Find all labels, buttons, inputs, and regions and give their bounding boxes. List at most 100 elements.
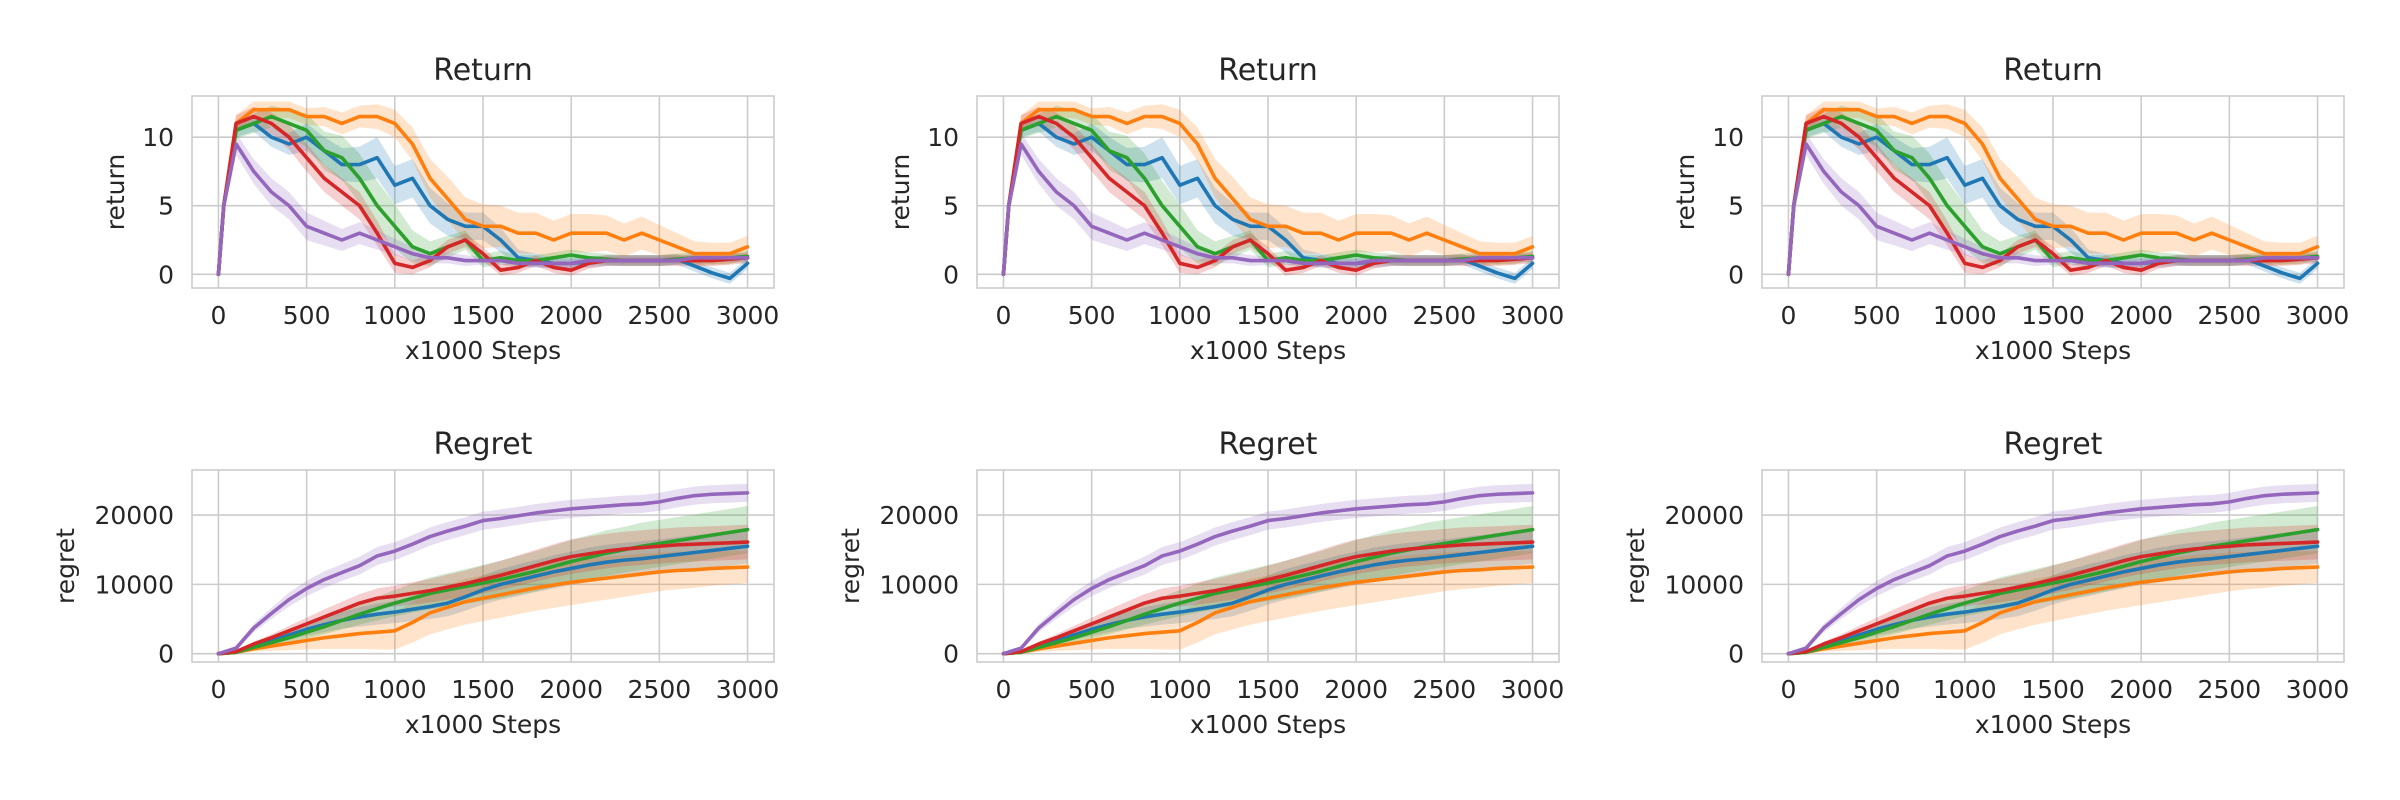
- series-4-line: [216, 491, 750, 656]
- y-axis-label: return: [886, 154, 915, 230]
- x-tick-label: 0: [1781, 301, 1797, 330]
- x-tick-label: 0: [211, 301, 227, 330]
- x-tick-label: 3000: [716, 301, 780, 330]
- x-axis-label: x1000 Steps: [1975, 710, 2131, 739]
- series-4-line: [1001, 491, 1535, 656]
- subplot-top-right: 0 500 1000 1500 2000 2500 3000 0 5 10 Return x1000 …: [1671, 53, 2349, 365]
- series-2-line: [1786, 527, 2320, 656]
- x-tick-label: 2500: [1413, 675, 1477, 704]
- x-tick-label: 1500: [451, 301, 515, 330]
- y-tick-label: 0: [158, 260, 174, 289]
- x-tick-label: 0: [996, 301, 1012, 330]
- subplot-bottom-right: 0 500 1000 1500 2000 2500 3000 0 10000 20000 Regre…: [1621, 427, 2349, 739]
- series-0-line: [216, 544, 750, 656]
- y-axis-label: return: [101, 154, 130, 230]
- y-tick-label: 20000: [879, 501, 959, 530]
- x-axis-label: x1000 Steps: [1190, 710, 1346, 739]
- x-tick-label: 2500: [1413, 301, 1477, 330]
- x-tick-label: 3000: [2286, 301, 2350, 330]
- y-tick-label: 0: [158, 640, 174, 669]
- x-tick-label: 2000: [539, 675, 603, 704]
- series-1-line: [1001, 565, 1535, 656]
- subplot-title: Regret: [434, 427, 533, 462]
- series-1-line: [1786, 565, 2320, 656]
- x-tick-label: 500: [1853, 675, 1901, 704]
- x-tick-label: 1000: [1933, 675, 1997, 704]
- x-tick-label: 2500: [628, 675, 692, 704]
- subplot-title: Return: [433, 53, 533, 88]
- y-tick-label: 10000: [879, 570, 959, 599]
- series-2-confidence-band: [1003, 105, 1533, 275]
- series-4-line: [216, 142, 750, 277]
- series-4-confidence-band: [218, 133, 748, 275]
- series-1-line: [216, 565, 750, 656]
- subplot-title: Regret: [2004, 427, 2103, 462]
- x-axis-label: x1000 Steps: [405, 336, 561, 365]
- series-4-confidence-band: [1788, 483, 2318, 654]
- x-tick-label: 1000: [1933, 301, 1997, 330]
- subplot-title: Return: [1218, 53, 1318, 88]
- series-1-confidence-band: [1788, 101, 2318, 275]
- x-tick-label: 1500: [2021, 675, 2085, 704]
- x-axis-label: x1000 Steps: [405, 710, 561, 739]
- plot-frame: [976, 469, 1560, 663]
- x-axis-label: x1000 Steps: [1190, 336, 1346, 365]
- series-1-line: [1001, 107, 1535, 277]
- y-tick-label: 10: [142, 123, 174, 152]
- series-4-confidence-band: [1003, 133, 1533, 275]
- series-2-confidence-band: [218, 105, 748, 275]
- y-axis-label: regret: [836, 528, 865, 604]
- y-tick-label: 0: [1728, 640, 1744, 669]
- plot-area: [216, 101, 750, 284]
- x-tick-label: 0: [211, 675, 227, 704]
- x-tick-label: 500: [283, 675, 331, 704]
- series-0-confidence-band: [1003, 115, 1533, 284]
- series-1-confidence-band: [1003, 101, 1533, 275]
- series-0-confidence-band: [1788, 115, 2318, 284]
- y-tick-label: 20000: [94, 501, 174, 530]
- x-tick-label: 2500: [2198, 301, 2262, 330]
- plot-area: [1786, 101, 2320, 284]
- series-4-confidence-band: [1788, 133, 2318, 275]
- x-tick-label: 1000: [363, 301, 427, 330]
- x-axis-label: x1000 Steps: [1975, 336, 2131, 365]
- y-tick-label: 10: [927, 123, 959, 152]
- plot-frame: [1761, 469, 2345, 663]
- subplot-bottom-left: 0 500 1000 1500 2000 2500 3000 0 10000 20000 Regre…: [51, 427, 779, 739]
- series-4-line: [1786, 491, 2320, 656]
- x-tick-label: 500: [1068, 675, 1116, 704]
- x-tick-label: 500: [283, 301, 331, 330]
- x-tick-label: 0: [996, 675, 1012, 704]
- x-tick-label: 500: [1068, 301, 1116, 330]
- subplot-title: Regret: [1219, 427, 1318, 462]
- series-1-line: [1786, 107, 2320, 277]
- y-axis-label: regret: [51, 528, 80, 604]
- subplot-top-left: 0 500 1000 1500 2000 2500 3000 0 5 10 Return x1000 …: [101, 53, 779, 365]
- y-tick-label: 10: [1712, 123, 1744, 152]
- x-tick-label: 2000: [539, 301, 603, 330]
- x-tick-label: 1500: [1236, 301, 1300, 330]
- series-2-line: [1001, 527, 1535, 656]
- subplot-top-middle: 0 500 1000 1500 2000 2500 3000 0 5 10 Return x1000 …: [886, 53, 1564, 365]
- x-tick-label: 3000: [716, 675, 780, 704]
- series-4-line: [1786, 142, 2320, 277]
- y-tick-label: 20000: [1664, 501, 1744, 530]
- series-3-line: [1001, 540, 1535, 656]
- subplot-bottom-middle: 0 500 1000 1500 2000 2500 3000 0 10000 20000 Regre…: [836, 427, 1564, 739]
- series-4-confidence-band: [1003, 483, 1533, 654]
- y-tick-label: 10000: [1664, 570, 1744, 599]
- plot-area: [1786, 483, 2320, 656]
- x-tick-label: 0: [1781, 675, 1797, 704]
- series-1-confidence-band: [218, 101, 748, 275]
- y-axis-label: regret: [1621, 528, 1650, 604]
- series-1-line: [216, 107, 750, 277]
- x-tick-label: 3000: [2286, 675, 2350, 704]
- x-tick-label: 500: [1853, 301, 1901, 330]
- x-tick-label: 1500: [2021, 301, 2085, 330]
- y-tick-label: 5: [1728, 192, 1744, 221]
- plot-frame: [976, 95, 1560, 289]
- x-tick-label: 1000: [363, 675, 427, 704]
- series-4-confidence-band: [218, 483, 748, 654]
- x-tick-label: 2500: [2198, 675, 2262, 704]
